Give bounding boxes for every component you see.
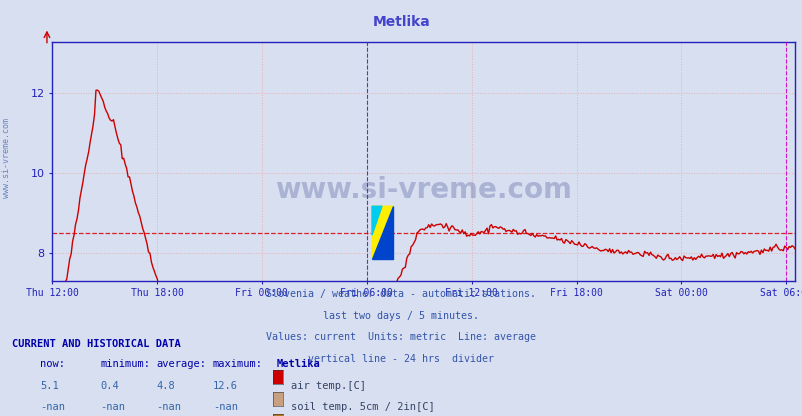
Text: -nan: -nan — [156, 402, 181, 412]
Text: last two days / 5 minutes.: last two days / 5 minutes. — [323, 311, 479, 321]
Text: -nan: -nan — [213, 402, 237, 412]
Text: -nan: -nan — [40, 402, 65, 412]
Text: minimum:: minimum: — [100, 359, 150, 369]
Text: -nan: -nan — [100, 402, 125, 412]
Text: Metlika: Metlika — [277, 359, 320, 369]
Text: average:: average: — [156, 359, 206, 369]
Polygon shape — [371, 206, 382, 235]
Text: maximum:: maximum: — [213, 359, 262, 369]
Text: Metlika: Metlika — [372, 15, 430, 29]
Text: www.si-vreme.com: www.si-vreme.com — [2, 118, 11, 198]
Polygon shape — [371, 206, 392, 259]
Text: soil temp. 5cm / 2in[C]: soil temp. 5cm / 2in[C] — [291, 402, 435, 412]
Polygon shape — [371, 206, 392, 259]
Text: Values: current  Units: metric  Line: average: Values: current Units: metric Line: aver… — [266, 332, 536, 342]
Text: CURRENT AND HISTORICAL DATA: CURRENT AND HISTORICAL DATA — [12, 339, 180, 349]
Text: 5.1: 5.1 — [40, 381, 59, 391]
Text: www.si-vreme.com: www.si-vreme.com — [275, 176, 571, 204]
Text: 4.8: 4.8 — [156, 381, 175, 391]
Text: 0.4: 0.4 — [100, 381, 119, 391]
Text: now:: now: — [40, 359, 65, 369]
Text: 12.6: 12.6 — [213, 381, 237, 391]
Text: Slovenia / weather data - automatic stations.: Slovenia / weather data - automatic stat… — [266, 289, 536, 299]
Text: vertical line - 24 hrs  divider: vertical line - 24 hrs divider — [308, 354, 494, 364]
Text: air temp.[C]: air temp.[C] — [291, 381, 366, 391]
